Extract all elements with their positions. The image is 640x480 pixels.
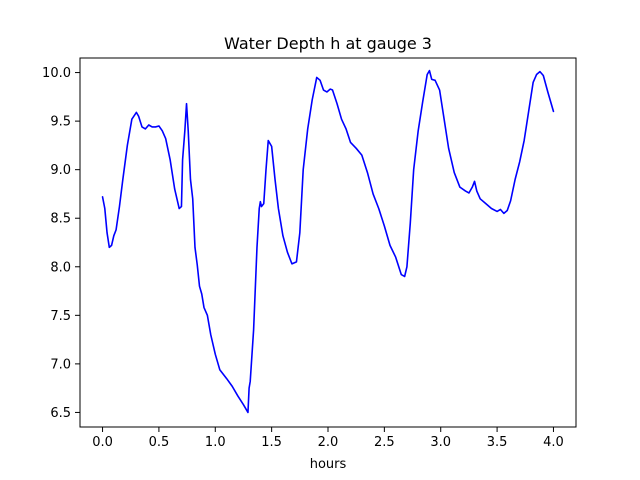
x-tick-label: 3.5 xyxy=(487,435,508,450)
y-tick-label: 6.5 xyxy=(50,406,71,421)
y-tick-label: 9.5 xyxy=(50,115,71,130)
y-tick-label: 7.5 xyxy=(50,309,71,324)
y-tick-label: 8.0 xyxy=(50,260,71,275)
x-tick-label: 4.0 xyxy=(543,435,564,450)
x-tick-label: 1.5 xyxy=(261,435,282,450)
x-tick-label: 2.0 xyxy=(318,435,339,450)
series-line xyxy=(101,69,555,414)
x-axis: 0.0 0.5 1.0 1.5 2.0 2.5 3.0 3.5 4.0 xyxy=(92,427,564,450)
y-tick-label: 7.0 xyxy=(50,357,71,372)
y-tick-label: 10.0 xyxy=(42,66,71,81)
x-tick-label: 2.5 xyxy=(374,435,395,450)
chart-title: Water Depth h at gauge 3 xyxy=(224,34,432,53)
x-tick-label: 0.5 xyxy=(149,435,170,450)
plot-area xyxy=(101,69,555,414)
y-axis: 6.5 7.0 7.5 8.0 8.5 9.0 9.5 10.0 xyxy=(42,66,80,421)
y-tick-label: 8.5 xyxy=(50,212,71,227)
x-tick-label: 1.0 xyxy=(205,435,226,450)
x-tick-label: 0.0 xyxy=(92,435,113,450)
x-axis-label: hours xyxy=(310,457,347,472)
y-tick-label: 9.0 xyxy=(50,163,71,178)
x-tick-label: 3.0 xyxy=(430,435,451,450)
